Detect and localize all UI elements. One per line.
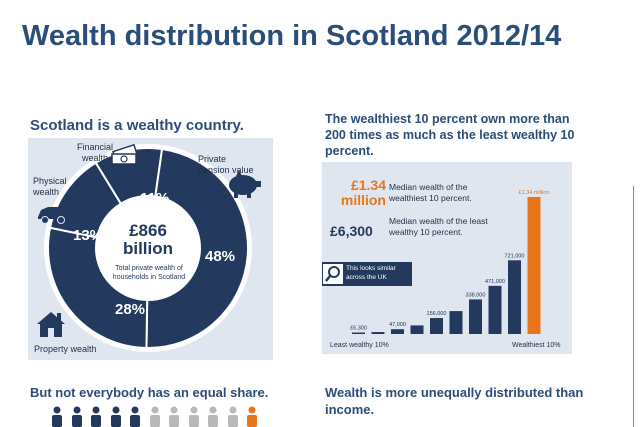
bar-data-label: £6,300 (350, 326, 367, 332)
right-panel: £1.34 million Median wealth of the wealt… (322, 162, 572, 354)
segment-financial-percent: 11% (140, 190, 170, 207)
donut-hole (96, 196, 200, 300)
segment-physical-percent: 13% (73, 227, 104, 244)
person-icon (91, 406, 101, 427)
donut-chart (44, 144, 252, 352)
note-text: This looks similar across the UK (346, 265, 396, 281)
note-box: This looks similar across the UK (322, 262, 412, 286)
stat2-text: Median wealth of the least wealthy 10 pe… (389, 216, 488, 237)
segment-pension-percent: 48% (205, 248, 236, 265)
bar (430, 318, 443, 334)
financial-wealth-label: Financial wealth (76, 142, 114, 163)
pension-label: Private pension value (198, 154, 254, 175)
segment-property-percent: 28% (115, 301, 146, 318)
person-icon (71, 406, 82, 427)
divider-line (633, 186, 634, 427)
bar-data-label: 47,000 (389, 322, 406, 328)
page-title: Wealth distribution in Scotland 2012/14 (22, 20, 562, 52)
person-icon (130, 406, 140, 427)
x-left-label: Least wealthy 10% (330, 342, 389, 349)
magnifier-icon (323, 264, 343, 284)
piggy-bank-icon (229, 170, 261, 198)
car-icon (38, 207, 68, 224)
bar (391, 329, 404, 334)
bar-data-label: £1.34 million (519, 190, 550, 196)
bar (469, 299, 482, 334)
people-row (50, 406, 280, 427)
right-heading: The wealthiest 10 percent own more than … (325, 112, 575, 158)
bar (371, 332, 385, 334)
bar (508, 260, 521, 334)
person-icon (149, 406, 160, 427)
bar (527, 197, 541, 334)
banknotes-icon (111, 144, 138, 165)
stat1-text: Median wealth of the wealthiest 10 perce… (389, 182, 472, 203)
property-label: Property wealth (34, 344, 97, 354)
x-right-label: Wealthiest 10% (512, 342, 561, 349)
person-icon (227, 406, 238, 427)
bar (488, 285, 502, 334)
center-caption: Total private wealth of households in Sc… (112, 265, 186, 281)
person-icon (247, 406, 257, 427)
stat2-value: £6,300 (330, 223, 373, 239)
bar-data-label: 721,000 (505, 253, 525, 259)
person-icon (188, 406, 199, 427)
house-icon (37, 312, 65, 337)
physical-label: Physical wealth (33, 176, 67, 197)
bar-data-label: 156,000 (427, 311, 447, 317)
bar (410, 325, 424, 334)
person-icon (110, 406, 121, 427)
right-footer-heading: Wealth is more unequally distributed tha… (325, 385, 584, 417)
person-icon (52, 406, 62, 427)
center-value-unit: billion (122, 239, 174, 258)
stat1-value: £1.34 million (340, 177, 386, 208)
person-icon (169, 406, 179, 427)
left-footer-heading: But not everybody has an equal share. (30, 385, 269, 400)
center-value: £866 (129, 221, 167, 240)
left-panel: £866 billion Total private wealth of hou… (28, 138, 273, 360)
bar-data-label: 338,000 (466, 292, 486, 298)
left-heading: Scotland is a wealthy country. (30, 117, 244, 134)
person-icon (208, 406, 218, 427)
wealth-bar-chart: £6,300 47,000 156,000 338,000 471,000 721,000… (350, 190, 550, 334)
bar-data-label: 471,000 (485, 279, 505, 285)
bar (449, 311, 463, 334)
bar (352, 332, 365, 334)
